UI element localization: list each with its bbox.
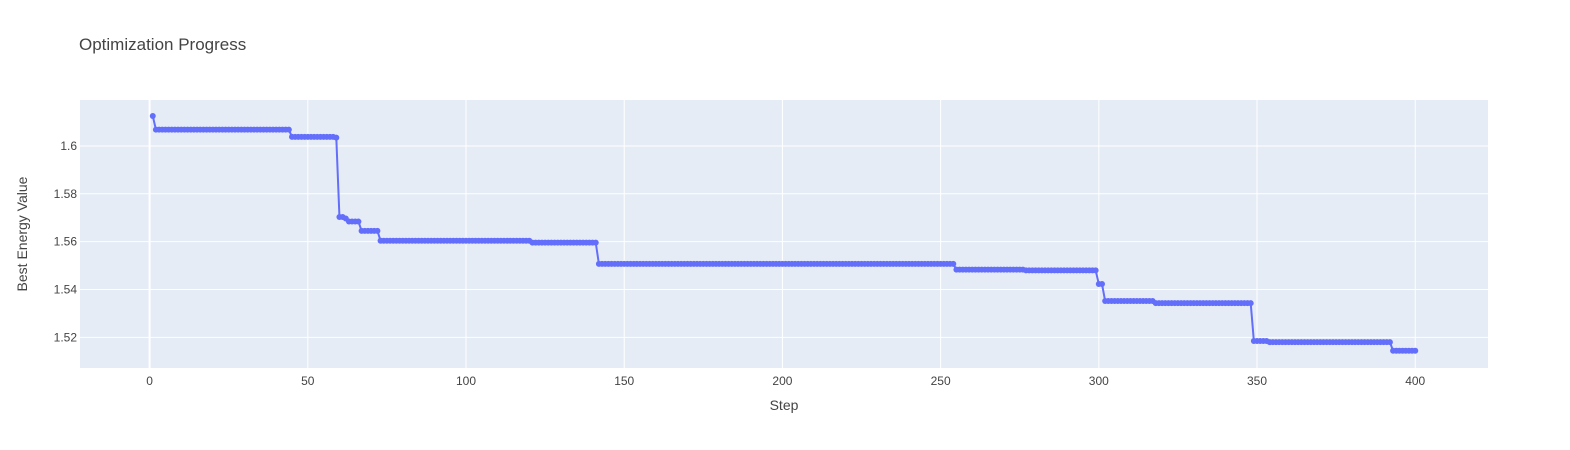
- series-markers: [149, 113, 1419, 354]
- x-axis-title: Step: [770, 397, 799, 413]
- data-point[interactable]: [355, 218, 362, 225]
- y-tick-label: 1.6: [60, 139, 77, 153]
- data-point[interactable]: [1386, 339, 1393, 346]
- x-tick-label: 0: [146, 374, 153, 388]
- x-tick-label: 300: [1089, 374, 1109, 388]
- x-tick-label: 50: [301, 374, 315, 388]
- data-point[interactable]: [285, 126, 292, 133]
- data-point[interactable]: [149, 113, 156, 120]
- y-tick-label: 1.56: [54, 235, 78, 249]
- x-tick-label: 400: [1405, 374, 1425, 388]
- y-tick-label: 1.58: [54, 187, 78, 201]
- x-tick-label: 200: [772, 374, 792, 388]
- x-tick-label: 350: [1247, 374, 1267, 388]
- data-point[interactable]: [592, 239, 599, 246]
- y-tick-label: 1.52: [54, 330, 78, 344]
- x-tick-labels: 0 50 100 150 200 250 300 350 400: [146, 374, 1425, 388]
- data-point[interactable]: [374, 227, 381, 234]
- y-tick-label: 1.54: [54, 283, 78, 297]
- chart-title: Optimization Progress: [79, 35, 246, 54]
- data-point[interactable]: [1247, 300, 1254, 307]
- data-point[interactable]: [950, 260, 957, 267]
- x-tick-label: 100: [456, 374, 476, 388]
- data-point[interactable]: [1098, 281, 1105, 288]
- data-point[interactable]: [1092, 267, 1099, 274]
- x-tick-label: 150: [614, 374, 634, 388]
- plot-area: [80, 100, 1488, 368]
- y-axis-title: Best Energy Value: [14, 176, 30, 291]
- series-group: [149, 113, 1419, 354]
- y-tick-labels: 1.52 1.54 1.56 1.58 1.6: [54, 139, 78, 344]
- data-point[interactable]: [333, 134, 340, 141]
- data-point[interactable]: [1412, 347, 1419, 354]
- x-tick-label: 250: [931, 374, 951, 388]
